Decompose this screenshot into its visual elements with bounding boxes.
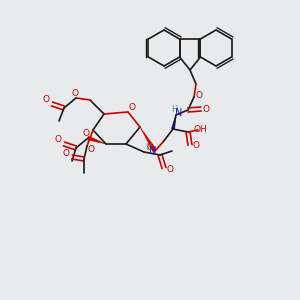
Polygon shape <box>140 127 157 152</box>
Text: H: H <box>145 143 151 152</box>
Text: O: O <box>82 128 89 137</box>
Text: N: N <box>149 146 157 156</box>
Text: O: O <box>43 95 50 104</box>
Text: O: O <box>128 103 136 112</box>
Text: OH: OH <box>193 124 207 134</box>
Text: O: O <box>146 143 154 152</box>
Text: O: O <box>71 88 79 98</box>
Text: H: H <box>171 106 177 115</box>
Text: O: O <box>167 164 173 173</box>
Polygon shape <box>87 136 106 144</box>
Text: O: O <box>193 142 200 151</box>
Text: O: O <box>196 92 202 100</box>
Polygon shape <box>171 115 176 129</box>
Text: O: O <box>62 148 70 158</box>
Text: O: O <box>88 145 94 154</box>
Text: O: O <box>55 136 62 145</box>
Text: N: N <box>175 108 183 118</box>
Text: O: O <box>202 104 209 113</box>
